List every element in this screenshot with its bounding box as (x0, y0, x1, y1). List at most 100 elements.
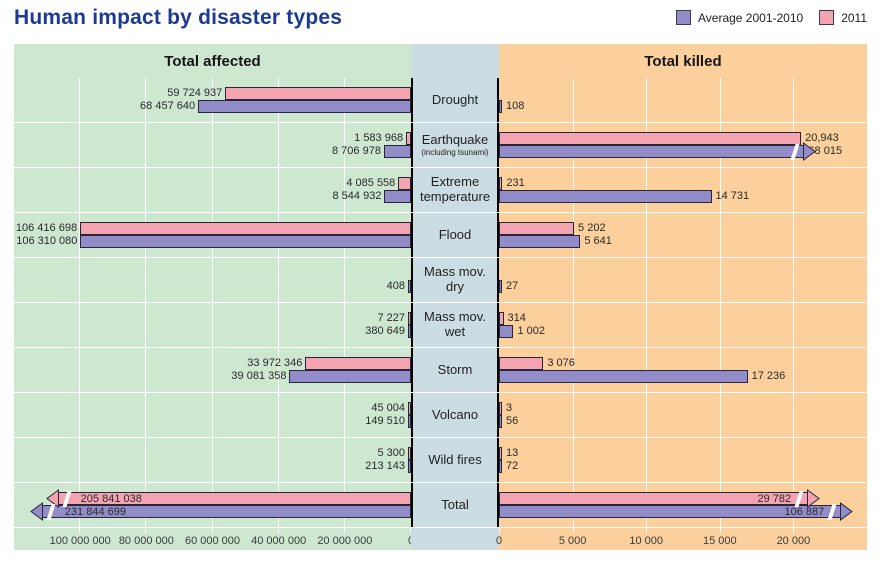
bar-affected-2011-volcano (408, 402, 411, 415)
category-label: Drought (431, 91, 479, 107)
value-label: 33 972 346 (247, 357, 303, 369)
axis-tick-mark (793, 528, 795, 533)
category-label: Wild fires (428, 451, 482, 467)
bar-affected-average-extreme-temperature (384, 190, 411, 203)
overflow-arrow-icon (29, 502, 43, 521)
bar-killed-average-mass-mov-wet (499, 325, 514, 338)
gridline (719, 78, 721, 528)
value-label: 213 143 (365, 460, 405, 472)
cell-killed-flood: 5 202 5 641 (499, 213, 867, 257)
bar-affected-average-total: 231 844 699 (29, 502, 411, 521)
gridline (277, 78, 279, 528)
value-label: 68 457 640 (140, 100, 196, 112)
cell-killed-mass-mov-wet: 314 1 002 (499, 303, 867, 347)
bar-killed-2011-extreme-temperature (499, 177, 503, 190)
gridline (646, 78, 648, 528)
legend-label-2011: 2011 (841, 10, 867, 25)
value-label: 17 236 (751, 370, 786, 382)
value-label: 72 (506, 460, 519, 472)
value-label: 13 (506, 447, 519, 459)
header-center-spacer (411, 44, 499, 78)
value-label: 27 (506, 280, 519, 292)
axis-tick-mark (572, 528, 574, 533)
value-label: 56 (506, 415, 519, 427)
value-label: 5 202 (578, 222, 606, 234)
axis-tick-label: 10 000 (629, 535, 664, 547)
bar-killed-average-wild-fires (499, 460, 502, 473)
cell-killed-volcano: 3 56 (499, 393, 867, 437)
value-label: 205 841 038 (80, 493, 142, 505)
category-cell-mass-mov-wet: Mass mov. wet (411, 303, 499, 347)
chart-header: Total affected Total killed (14, 44, 867, 78)
axis-tick-label: 20 000 000 (317, 535, 373, 547)
category-cell-mass-mov-dry: Mass mov. dry (411, 258, 499, 302)
value-label: 149 510 (365, 415, 405, 427)
value-label: 8 706 978 (332, 145, 381, 157)
legend: Average 2001-2010 2011 (675, 10, 867, 25)
bar-killed-2011-storm (499, 357, 544, 370)
bar-affected-2011-mass-mov-wet (408, 312, 411, 325)
axis-tick-mark (145, 528, 147, 533)
category-cell-drought: Drought (411, 78, 499, 122)
axis-tick-label: 80 000 000 (118, 535, 174, 547)
axis-tick-label: 5 000 (558, 535, 587, 547)
value-label: 7 227 (377, 312, 405, 324)
legend-swatch-average (675, 10, 691, 25)
cell-affected-mass-mov-wet: 7 227 380 649 (14, 303, 411, 347)
bar-affected-average-mass-mov-wet (408, 325, 411, 338)
value-label: 5 641 (584, 235, 612, 247)
value-label: 14 731 (715, 190, 750, 202)
cell-killed-earthquake: 20,943 68 015 (499, 123, 867, 167)
legend-item-average: Average 2001-2010 (675, 10, 803, 25)
chart-row-storm: 33 972 346 39 081 358 Storm 3 076 17 236 (14, 348, 866, 393)
page-title: Human impact by disaster types (14, 6, 343, 29)
category-cell-extreme-temperature: Extreme temperature (411, 168, 499, 212)
panel-affected-background (14, 78, 411, 528)
category-sublabel: (including tsunami) (421, 148, 489, 158)
cell-affected-mass-mov-dry: 408 (14, 258, 411, 302)
bar-affected-average-earthquake (383, 145, 411, 158)
bar-affected-2011-earthquake (406, 132, 411, 145)
category-cell-wild-fires: Wild fires (411, 438, 499, 482)
category-cell-flood: Flood (411, 213, 499, 257)
axis-break-icon (790, 144, 801, 160)
value-label: 29 782 (757, 493, 792, 505)
axis-center-spacer (411, 528, 499, 550)
bar-killed-average-mass-mov-dry (499, 280, 502, 293)
chart-rows: 59 724 937 68 457 640 Drought 108 1 583 968 8… (14, 78, 866, 528)
bar-affected-average-wild-fires (408, 460, 411, 473)
bar-affected-2011-wild-fires (408, 447, 411, 460)
value-label: 5 300 (377, 447, 405, 459)
bar-killed-2011-wild-fires (499, 447, 502, 460)
category-cell-volcano: Volcano (411, 393, 499, 437)
value-label: 108 (506, 100, 525, 112)
bar-affected-2011-flood (80, 222, 411, 235)
value-label: 380 649 (365, 325, 405, 337)
value-label: 3 076 (547, 357, 575, 369)
axis-tick-mark (343, 528, 345, 533)
overflow-arrow-icon (803, 142, 817, 161)
axis-tick-label: 20 000 (776, 535, 811, 547)
axis-break-icon (827, 504, 837, 520)
bar-killed-average-volcano (499, 415, 502, 428)
value-label: 106 887 (784, 506, 825, 518)
bar-killed-average-total: 106 887 (499, 502, 854, 521)
value-label: 314 (507, 312, 526, 324)
bar-killed-average-earthquake (499, 142, 817, 161)
axis-tick-label: 100 000 000 (49, 535, 111, 547)
chart-row-flood: 106 416 698 106 310 080 Flood 5 202 5 641 (14, 213, 866, 258)
bar-affected-2011-storm (305, 357, 411, 370)
value-label: 1 583 968 (354, 132, 404, 144)
value-label: 59 724 937 (167, 87, 223, 99)
gridline (211, 78, 213, 528)
chart-row-total: 205 841 038 231 844 699 Total 29 782 106 887 (14, 483, 866, 528)
value-label: 106 310 080 (16, 235, 78, 247)
value-label: 106 416 698 (15, 222, 78, 234)
axis-tick-label: 60 000 000 (184, 535, 241, 547)
chart-axes: 100 000 000 80 000 000 60 000 000 40 000 00… (14, 528, 867, 550)
bar-affected-2011-total: 205 841 038 (45, 489, 411, 508)
bar-affected-average-volcano (408, 415, 411, 428)
center-column (411, 78, 499, 528)
cell-killed-mass-mov-dry: 27 (499, 258, 867, 302)
cell-killed-drought: 108 (499, 78, 867, 122)
